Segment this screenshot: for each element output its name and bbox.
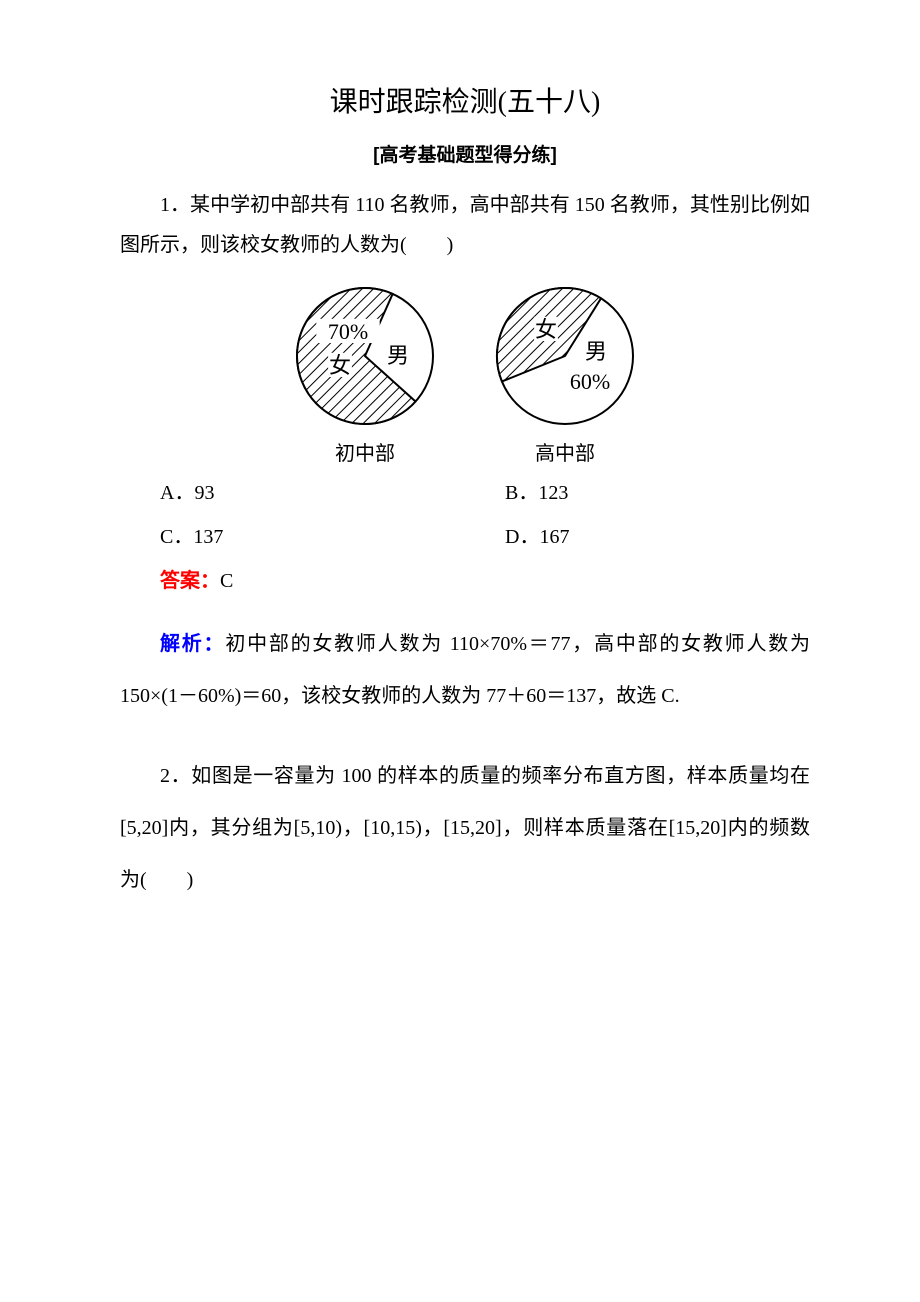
- q1-option-d: D．167: [465, 518, 810, 556]
- q1-chart-right-label: 高中部: [535, 437, 595, 466]
- document-page: 课时跟踪检测(五十八) [高考基础题型得分练] 1．某中学初中部共有 110 名…: [0, 0, 920, 966]
- q1-chart-right-block: 女男 60% 高中部: [490, 281, 640, 466]
- q1-pie-left: 70% 女 男: [290, 281, 440, 431]
- svg-text:70%: 70%: [328, 319, 368, 344]
- svg-text:60%: 60%: [570, 369, 610, 394]
- q1-stem: 1．某中学初中部共有 110 名教师，高中部共有 150 名教师，其性别比例如图…: [120, 185, 810, 265]
- q1-charts: 70%女男 初中部 女男60% 高中部: [120, 281, 810, 466]
- q1-expl-label: 解析：: [160, 633, 225, 655]
- q1-number: 1．: [160, 194, 190, 216]
- document-title: 课时跟踪检测(五十八): [120, 80, 810, 120]
- q1-stem-a: 某中学初中部共有 110 名教师，高中部共有 150 名教师，其性别比例如图所示…: [120, 194, 810, 256]
- q1-stem-b: ): [447, 234, 454, 256]
- document-subtitle: [高考基础题型得分练]: [120, 140, 810, 167]
- q2-number: 2．: [160, 765, 191, 787]
- svg-text:女: 女: [535, 317, 557, 342]
- q1-pie-right: 女男 60%: [490, 281, 640, 431]
- q1-option-c: C．137: [120, 518, 465, 556]
- q1-option-a: A．93: [120, 474, 465, 512]
- q2-stem: 2．如图是一容量为 100 的样本的质量的频率分布直方图，样本质量均在[5,20…: [120, 750, 810, 906]
- q1-options-row2: C．137 D．167: [120, 518, 810, 556]
- svg-text:女: 女: [329, 353, 351, 378]
- q1-answer-value: C: [220, 570, 233, 592]
- q1-answer-label: 答案：: [160, 570, 220, 592]
- q1-options-row1: A．93 B．123: [120, 474, 810, 512]
- q2-stem-a: 如图是一容量为 100 的样本的质量的频率分布直方图，样本质量均在[5,20]内…: [120, 765, 810, 891]
- q1-chart-left-label: 初中部: [335, 437, 395, 466]
- q2-stem-b: ): [187, 869, 194, 891]
- svg-text:男: 男: [585, 339, 607, 364]
- q1-explanation: 解析：初中部的女教师人数为 110×70%＝77，高中部的女教师人数为 150×…: [120, 618, 810, 722]
- q1-chart-left-block: 70% 女 男 初中部: [290, 281, 440, 466]
- q1-option-b: B．123: [465, 474, 810, 512]
- q1-answer-line: 答案：C: [120, 562, 810, 600]
- svg-text:男: 男: [387, 343, 409, 368]
